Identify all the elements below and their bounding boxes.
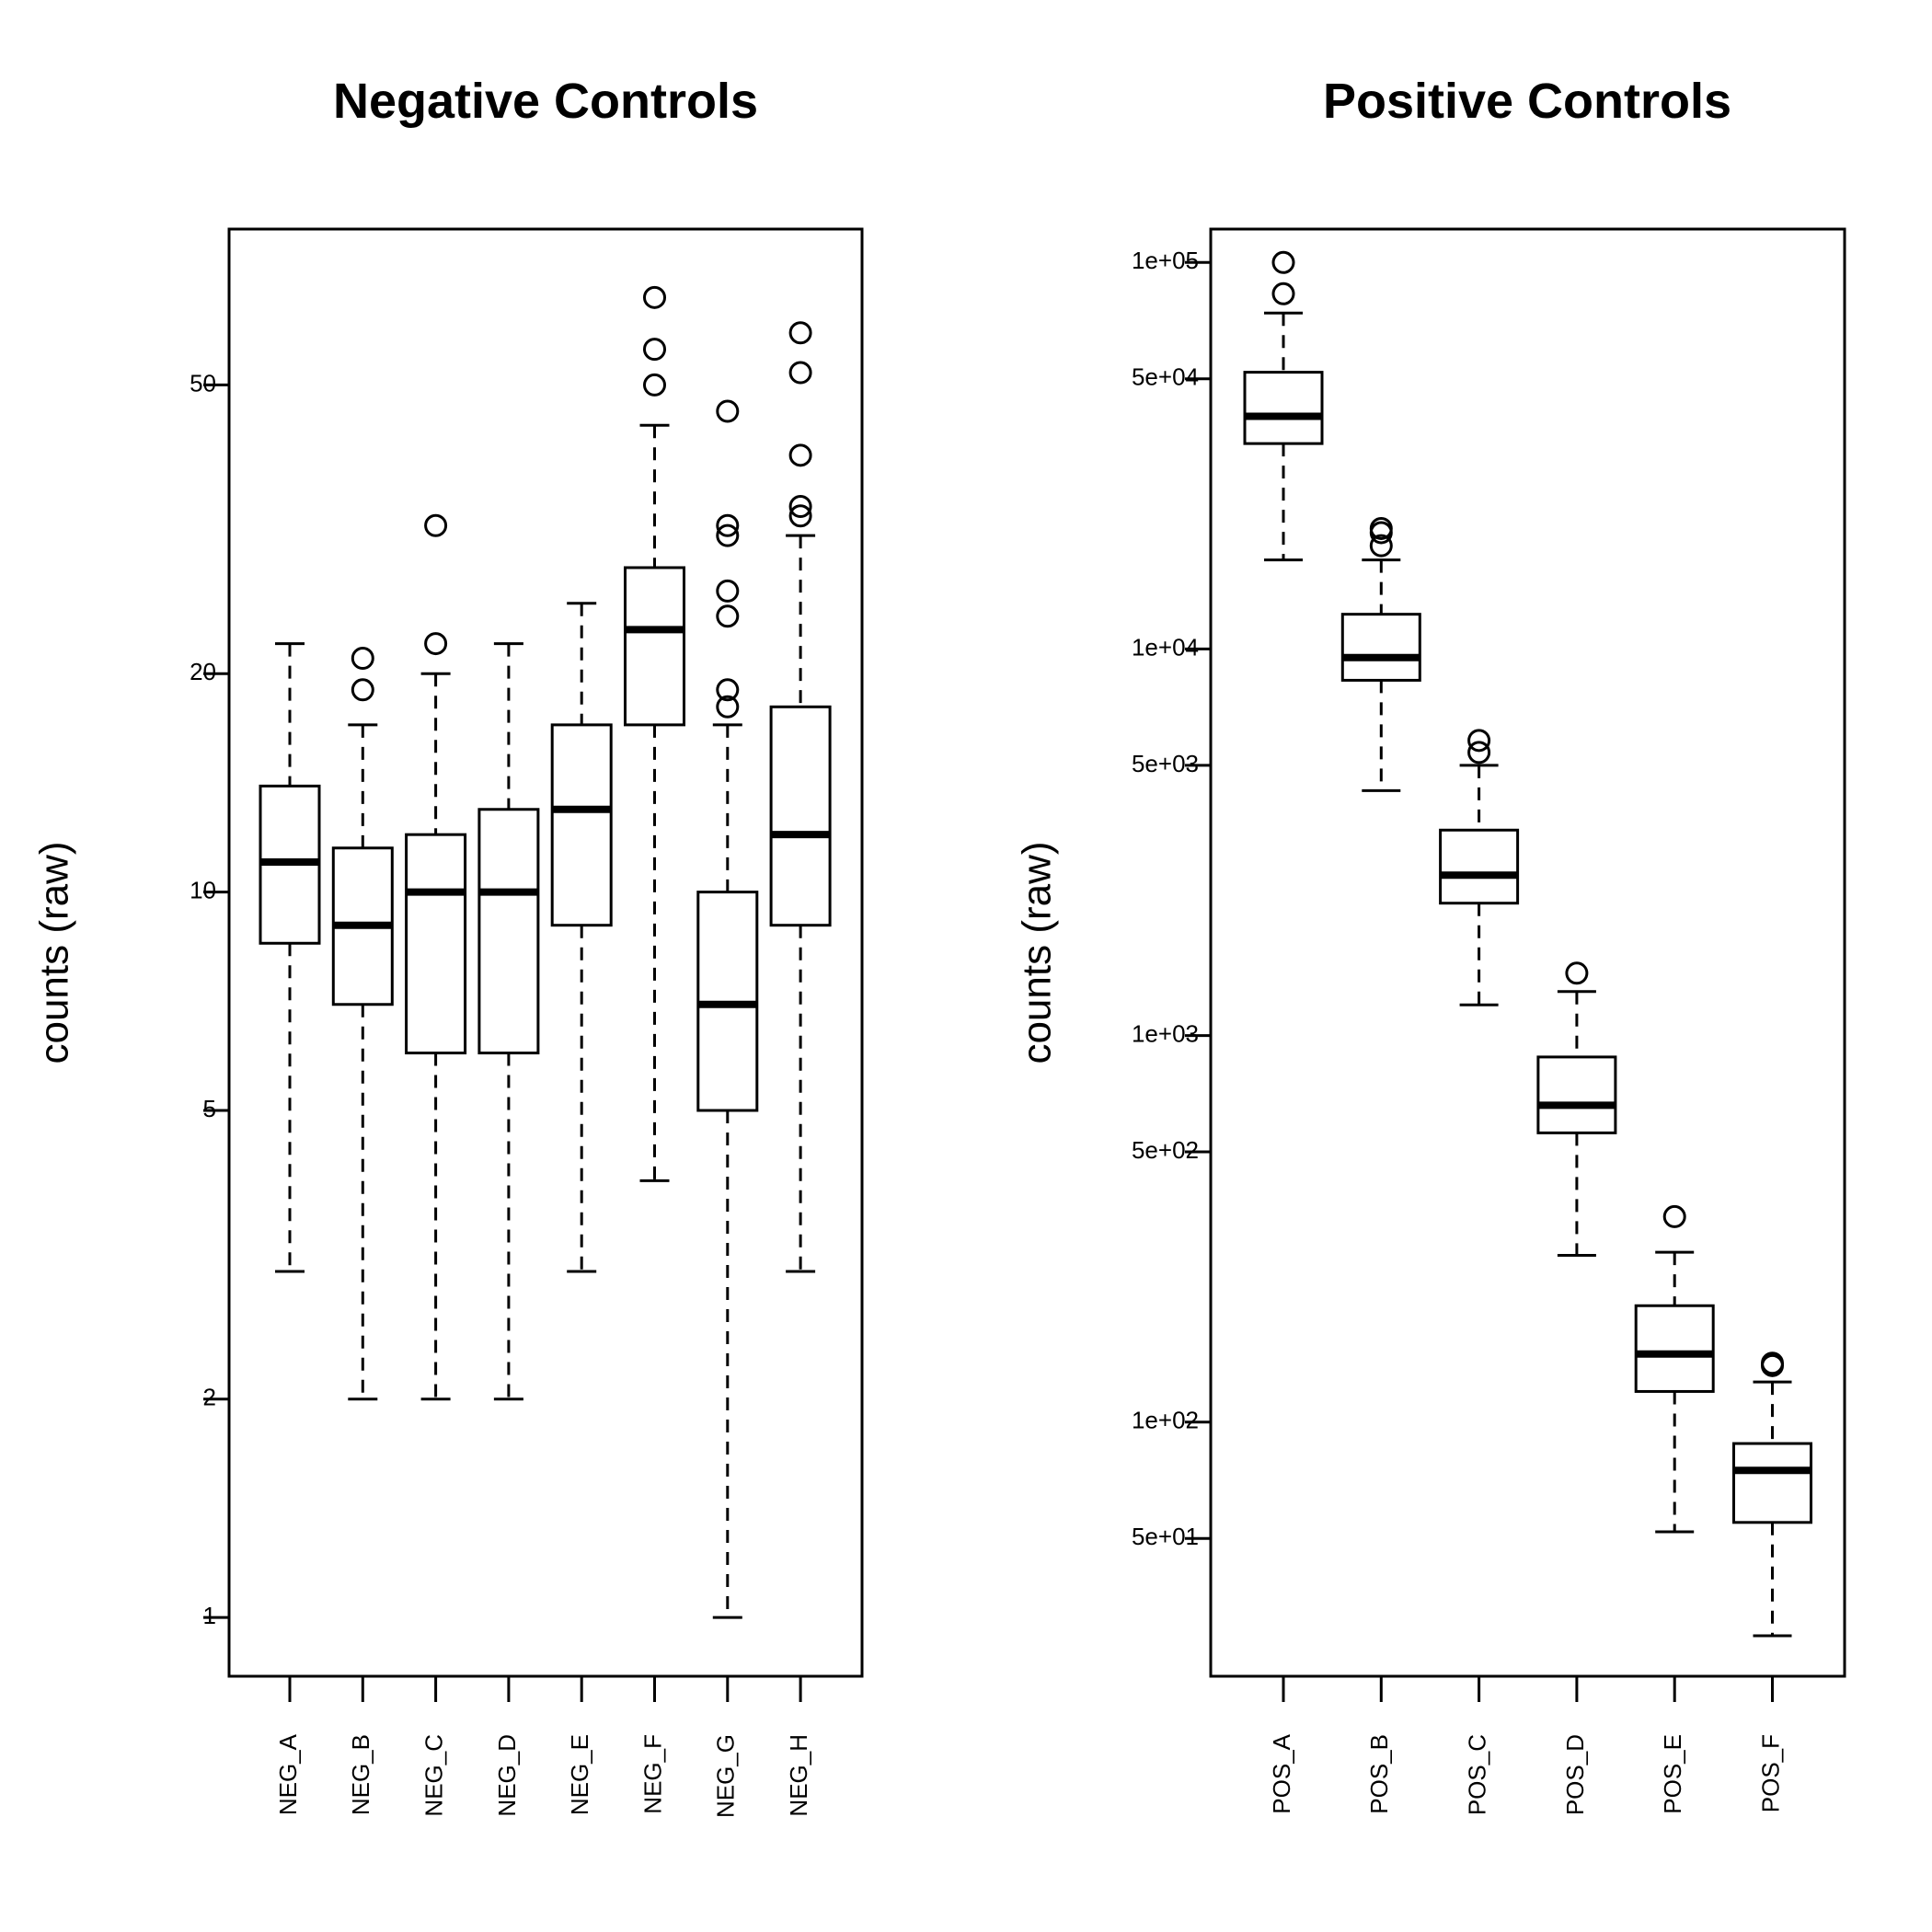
x-tick-label: NEG_B (347, 1734, 374, 1815)
outlier-point (351, 678, 374, 702)
y-tick-label: 50 (190, 369, 216, 397)
positive-controls-panel: Positive Controls counts (raw) 5e+01 1e+02 5… (1015, 74, 1846, 1815)
iqr-box (1536, 1055, 1617, 1134)
outlier-point (716, 523, 740, 547)
plot-frame (1209, 227, 1846, 1678)
iqr-box (624, 566, 685, 727)
iqr-box (1634, 1304, 1715, 1393)
y-tick-label: 5 (203, 1095, 216, 1122)
y-tick-label: 5e+03 (1132, 750, 1199, 777)
box-pos-f (1732, 1351, 1812, 1638)
box-neg-c (405, 513, 467, 1401)
box-pos-a (1243, 250, 1324, 562)
plot-frame (227, 227, 864, 1678)
box-pos-e (1634, 1204, 1715, 1534)
box-neg-b (331, 647, 394, 1401)
iqr-box (769, 705, 832, 927)
x-tick-label: POS_C (1463, 1734, 1490, 1815)
y-tick-label: 5e+01 (1132, 1523, 1199, 1550)
outlier-point (1662, 1204, 1686, 1228)
outlier-point (1271, 250, 1295, 274)
outlier-point (716, 513, 740, 537)
x-tick-label: NEG_H (785, 1734, 812, 1817)
x-tick-label: NEG_E (566, 1734, 593, 1815)
iqr-box (1732, 1442, 1812, 1524)
x-tick-label: NEG_C (420, 1734, 447, 1817)
x-tick-label: POS_E (1659, 1734, 1686, 1814)
x-tick-label: NEG_A (274, 1733, 302, 1815)
outlier-point (716, 678, 740, 702)
box-neg-f (624, 285, 685, 1182)
x-tick-label: POS_B (1365, 1734, 1393, 1814)
outlier-point (1467, 729, 1491, 753)
outlier-point (1761, 1351, 1784, 1375)
box-neg-e (550, 602, 613, 1273)
outlier-point (643, 285, 666, 309)
y-axis-label: counts (raw) (32, 841, 77, 1064)
outlier-point (716, 579, 740, 603)
y-tick-label: 5e+02 (1132, 1136, 1199, 1164)
x-tick-label: NEG_G (712, 1734, 740, 1818)
y-tick-label: 1e+03 (1132, 1019, 1199, 1047)
outlier-point (716, 399, 740, 423)
x-tick-label: NEG_D (493, 1734, 521, 1817)
box-pos-c (1439, 729, 1520, 1006)
x-tick-label: POS_A (1268, 1733, 1295, 1813)
outlier-point (788, 495, 812, 518)
y-tick-label: 1 (203, 1602, 216, 1629)
iqr-box (405, 833, 467, 1055)
box-pos-b (1340, 516, 1421, 792)
box-neg-h (769, 321, 832, 1273)
outlier-point (1271, 282, 1295, 305)
chart-title: Positive Controls (1323, 74, 1731, 129)
outlier-point (788, 321, 812, 345)
y-tick-label: 1e+05 (1132, 247, 1199, 274)
chart-title: Negative Controls (333, 74, 758, 129)
y-tick-label: 5e+04 (1132, 363, 1199, 391)
y-tick-label: 2 (203, 1384, 216, 1411)
iqr-box (1439, 828, 1520, 905)
x-tick-label: POS_F (1756, 1734, 1784, 1812)
outlier-point (351, 647, 374, 671)
outlier-point (788, 443, 812, 467)
box-neg-d (477, 642, 540, 1401)
x-tick-label: POS_D (1561, 1734, 1589, 1815)
outlier-point (1565, 961, 1589, 985)
outlier-point (1369, 534, 1393, 558)
y-tick-label: 1e+02 (1132, 1407, 1199, 1434)
box-neg-g (696, 399, 759, 1619)
y-tick-label: 20 (190, 658, 216, 685)
negative-controls-panel: Negative Controls counts (raw) 1 2 5 10 20 50 NE… (32, 74, 864, 1818)
iqr-box (1243, 371, 1324, 445)
outlier-point (643, 373, 666, 397)
iqr-box (1340, 613, 1421, 682)
y-axis-label: counts (raw) (1015, 841, 1060, 1064)
y-tick-label: 10 (190, 876, 216, 903)
box-neg-a (259, 642, 321, 1273)
outlier-point (424, 632, 448, 656)
outlier-point (788, 361, 812, 385)
outlier-point (716, 604, 740, 628)
box-pos-d (1536, 961, 1617, 1257)
x-tick-label: NEG_F (638, 1734, 666, 1814)
iqr-box (550, 723, 613, 927)
outlier-point (788, 504, 812, 528)
outlier-point (716, 695, 740, 719)
iqr-box (477, 808, 540, 1055)
outlier-point (643, 338, 666, 362)
outlier-point (424, 513, 448, 537)
y-tick-label: 1e+04 (1132, 633, 1199, 661)
outlier-point (1467, 741, 1491, 765)
outlier-point (1369, 516, 1393, 540)
